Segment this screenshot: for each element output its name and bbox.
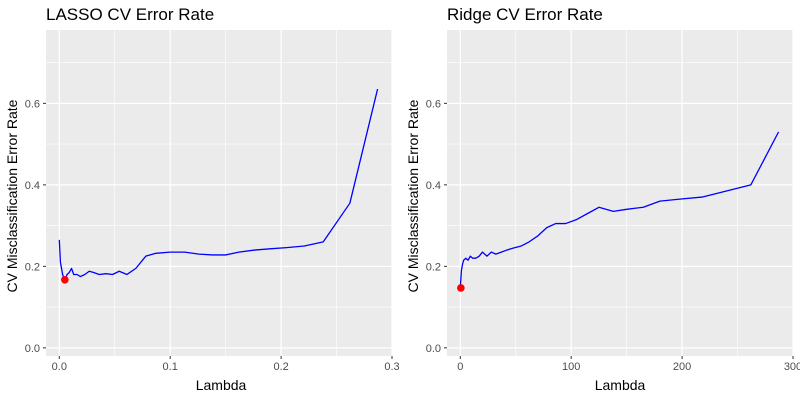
- y-axis-title: CV Misclassification Error Rate: [4, 99, 20, 292]
- plot-background: [447, 30, 793, 356]
- y-axis-title: CV Misclassification Error Rate: [405, 99, 421, 292]
- chart-title: Ridge CV Error Rate: [447, 5, 603, 24]
- x-tick-label: 300: [784, 361, 800, 373]
- y-tick-label: 0.0: [25, 343, 40, 355]
- y-tick-label: 0.4: [426, 180, 441, 192]
- y-tick-label: 0.6: [426, 98, 441, 110]
- x-tick-label: 0: [457, 361, 463, 373]
- x-axis-title: Lambda: [595, 377, 646, 393]
- y-tick-label: 0.0: [426, 343, 441, 355]
- x-tick-label: 0.0: [52, 361, 67, 373]
- x-tick-label: 200: [673, 361, 691, 373]
- y-tick-label: 0.2: [25, 261, 40, 273]
- y-tick-label: 0.2: [426, 261, 441, 273]
- y-tick-label: 0.6: [25, 98, 40, 110]
- chart-title: LASSO CV Error Rate: [46, 5, 214, 24]
- x-tick-label: 0.1: [163, 361, 178, 373]
- lasso-panel: 0.0 0.1 0.2 0.3 0.0 0.2 0.4 0.6 LASSO CV Error …: [4, 5, 400, 393]
- x-axis-title: Lambda: [196, 377, 247, 393]
- plot-background: [46, 30, 392, 356]
- series-line: [459, 131, 780, 288]
- ridge-panel: 0 100 200 300 0.0 0.2 0.4 0.6 Ridge CV Error Ra…: [405, 5, 800, 393]
- min-error-point: [61, 275, 69, 284]
- x-tick-label: 0.3: [384, 361, 399, 373]
- series-line: [58, 88, 379, 282]
- x-tick-label: 100: [562, 361, 580, 373]
- min-error-point: [457, 284, 465, 292]
- x-tick-label: 0.2: [273, 361, 288, 373]
- y-tick-label: 0.4: [25, 180, 40, 192]
